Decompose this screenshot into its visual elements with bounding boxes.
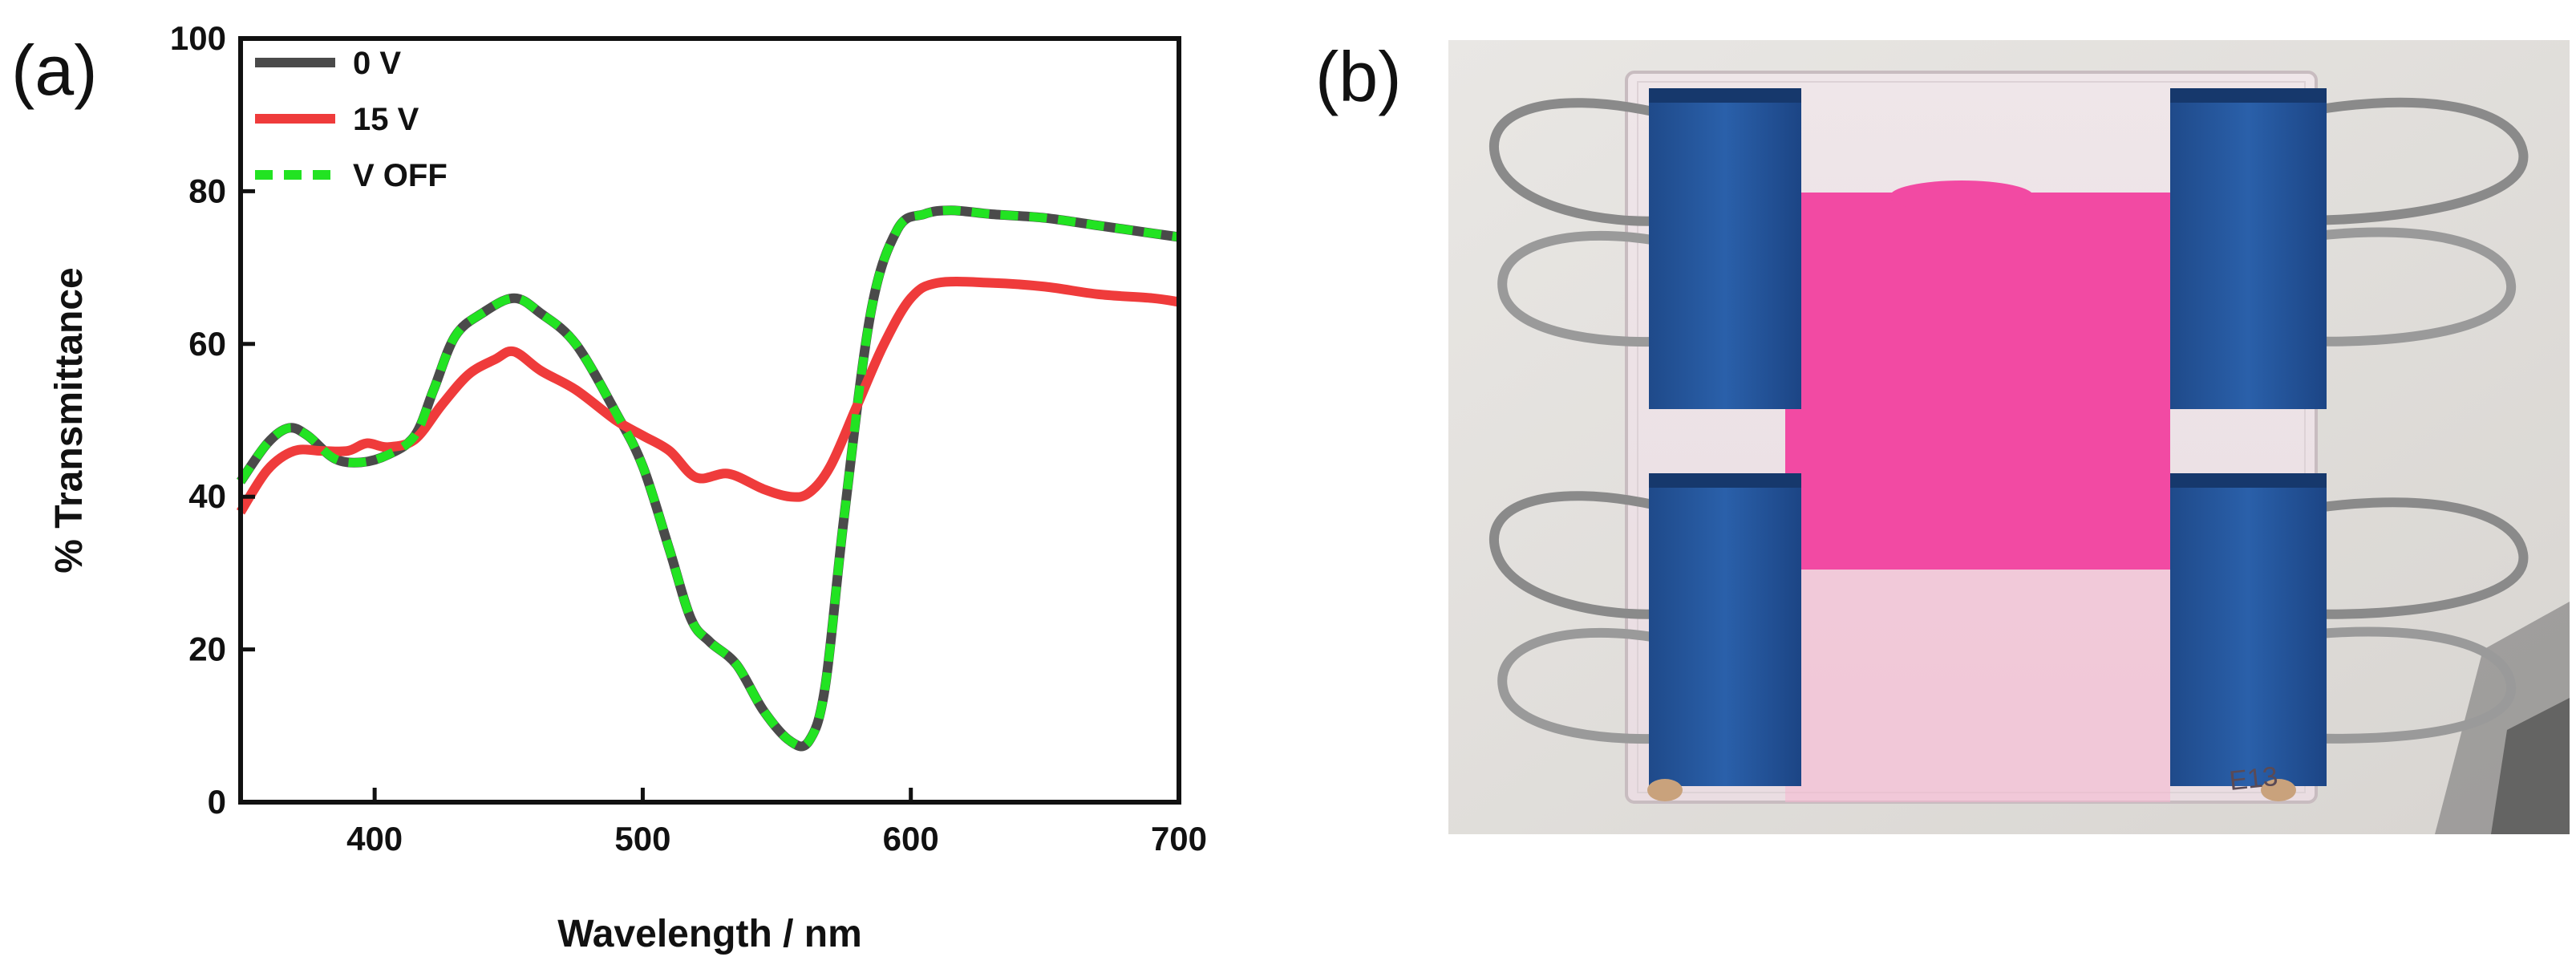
legend-label: 0 V	[353, 46, 401, 81]
x-tick-label: 600	[883, 820, 939, 858]
transmittance-chart: 400 500 600 700 0 20 40 60 80 100 0 V 15 V V OFF Wa…	[48, 19, 1207, 955]
pink-spot	[1889, 180, 2034, 213]
contact-right	[2261, 779, 2296, 801]
x-axis-title: Wavelength / nm	[557, 913, 862, 955]
x-tick-label: 500	[614, 820, 670, 858]
binder-clip-bottom-left	[1488, 473, 1801, 786]
series-line-v-off	[237, 205, 1180, 751]
x-tick-label: 400	[346, 820, 403, 858]
pink-active-area	[1785, 193, 2170, 570]
y-tick-label: 20	[188, 630, 226, 668]
binder-clip-top-left	[1488, 88, 1801, 409]
panel-label-a: (a)	[11, 30, 98, 110]
pink-faded-area	[1785, 570, 2170, 802]
plot-lines	[236, 205, 1180, 752]
legend-label: 15 V	[353, 102, 419, 137]
y-tick-label: 100	[170, 19, 226, 57]
sample-label: E13	[2228, 761, 2279, 797]
binder-clip-bottom-right	[2170, 473, 2529, 786]
y-tick-label: 0	[208, 783, 226, 821]
panel-label-b: (b)	[1315, 37, 1402, 116]
device-photo: E13	[1448, 40, 2570, 834]
x-tick-label: 700	[1151, 820, 1207, 858]
y-tick-label: 40	[188, 477, 226, 515]
plot-frame	[238, 36, 1181, 805]
binder-clip-top-right	[2170, 88, 2529, 409]
contact-left	[1647, 779, 1683, 801]
legend-label: V OFF	[353, 158, 448, 193]
chart-legend: 0 V 15 V V OFF	[255, 46, 448, 193]
axis-ticks: 400 500 600 700 0 20 40 60 80 100	[170, 19, 1207, 858]
y-axis-title: % Transmittance	[48, 267, 91, 573]
y-tick-label: 80	[188, 172, 226, 209]
y-tick-label: 60	[188, 325, 226, 363]
background-pattern-dark	[2491, 698, 2570, 834]
series-line-15-v	[236, 277, 1180, 515]
